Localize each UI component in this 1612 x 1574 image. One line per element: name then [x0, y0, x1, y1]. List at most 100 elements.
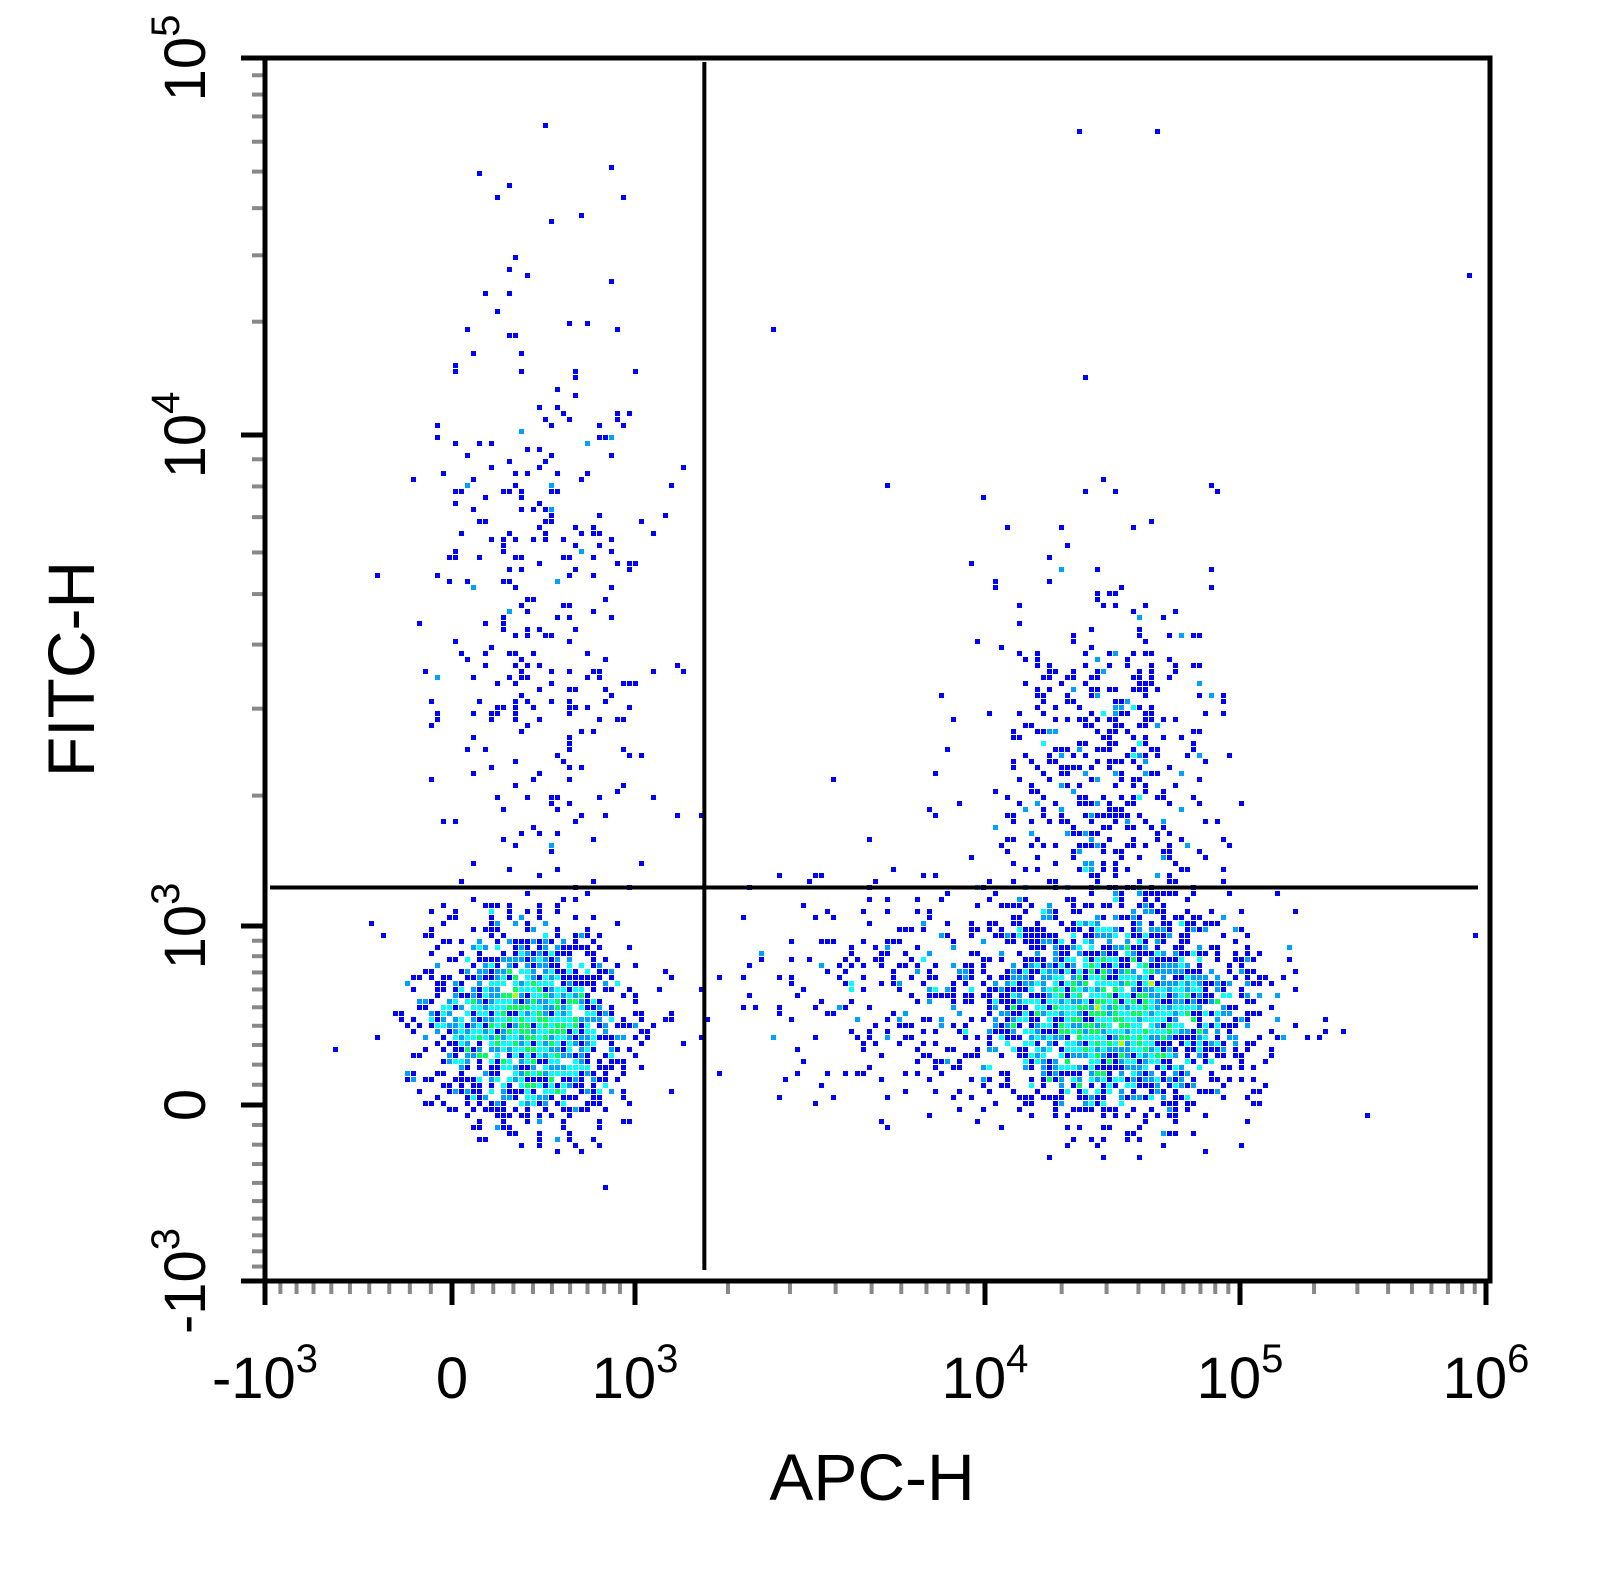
event-dot	[579, 213, 584, 218]
event-dot	[447, 1053, 452, 1058]
event-dot	[819, 999, 824, 1004]
event-dot	[591, 1005, 596, 1010]
event-dot	[999, 987, 1004, 992]
event-dot	[1047, 675, 1052, 680]
event-dot	[537, 1101, 542, 1106]
event-dot	[555, 1059, 560, 1064]
event-dot	[537, 1059, 542, 1064]
event-dot	[1113, 1077, 1118, 1082]
event-dot	[585, 1089, 590, 1094]
event-dot	[543, 1047, 548, 1052]
event-dot	[855, 957, 860, 962]
event-dot	[501, 627, 506, 632]
event-dot	[1107, 807, 1112, 812]
event-dot	[1089, 801, 1094, 806]
event-dot	[915, 963, 920, 968]
event-dot	[519, 351, 524, 356]
event-dot	[1185, 1095, 1190, 1100]
event-dot	[1185, 1101, 1190, 1106]
event-dot	[501, 621, 506, 626]
event-dot	[969, 987, 974, 992]
event-dot	[1047, 993, 1052, 998]
event-dot	[861, 975, 866, 980]
event-dot	[1125, 1113, 1130, 1118]
event-dot	[1155, 951, 1160, 956]
event-dot	[1167, 1107, 1172, 1112]
event-dot	[423, 969, 428, 974]
event-dot	[423, 999, 428, 1004]
event-dot	[465, 1101, 470, 1106]
event-dot	[1065, 717, 1070, 722]
event-dot	[1149, 663, 1154, 668]
event-dot	[609, 1065, 614, 1070]
event-dot	[1137, 927, 1142, 932]
event-dot	[561, 993, 566, 998]
y-axis-title: FITC-H	[34, 561, 108, 777]
event-dot	[1269, 1029, 1274, 1034]
event-dot	[1095, 915, 1100, 920]
event-dot	[561, 897, 566, 902]
event-dot	[1227, 753, 1232, 758]
event-dot	[1107, 825, 1112, 830]
event-dot	[567, 1005, 572, 1010]
event-dot	[1125, 711, 1130, 716]
event-dot	[1095, 975, 1100, 980]
event-dot	[393, 1011, 398, 1016]
event-dot	[1467, 273, 1472, 278]
event-dot	[1221, 693, 1226, 698]
event-dot	[591, 1047, 596, 1052]
event-dot	[1179, 987, 1184, 992]
event-dot	[507, 609, 512, 614]
event-dot	[1083, 813, 1088, 818]
event-dot	[1131, 687, 1136, 692]
event-dot	[489, 963, 494, 968]
event-dot	[1149, 771, 1154, 776]
event-dot	[1113, 987, 1118, 992]
event-dot	[447, 1107, 452, 1112]
event-dot	[1125, 939, 1130, 944]
event-dot	[447, 975, 452, 980]
event-dot	[1191, 1011, 1196, 1016]
event-dot	[471, 1029, 476, 1034]
event-dot	[1131, 1047, 1136, 1052]
event-dot	[1275, 1035, 1280, 1040]
event-dot	[681, 465, 686, 470]
event-dot	[453, 1059, 458, 1064]
event-dot	[1233, 1017, 1238, 1022]
event-dot	[537, 1047, 542, 1052]
event-dot	[501, 837, 506, 842]
event-dot	[1203, 1011, 1208, 1016]
event-dot	[1083, 933, 1088, 938]
event-dot	[1005, 969, 1010, 974]
event-dot	[1131, 777, 1136, 782]
event-dot	[333, 1047, 338, 1052]
event-dot	[525, 1023, 530, 1028]
event-dot	[447, 555, 452, 560]
event-dot	[1077, 1053, 1082, 1058]
event-dot	[489, 1047, 494, 1052]
event-dot	[525, 921, 530, 926]
event-dot	[1065, 819, 1070, 824]
minor-ticks	[252, 73, 1477, 1294]
event-dot	[1131, 759, 1136, 764]
event-dot	[1119, 1017, 1124, 1022]
event-dot	[1083, 681, 1088, 686]
event-dot	[513, 705, 518, 710]
event-dot	[1119, 1053, 1124, 1058]
event-dot	[1059, 921, 1064, 926]
event-dot	[1155, 897, 1160, 902]
event-dot	[1173, 1023, 1178, 1028]
event-dot	[501, 549, 506, 554]
event-dot	[1107, 1041, 1112, 1046]
y-tick-label: 0	[153, 1089, 218, 1121]
event-dot	[1029, 933, 1034, 938]
event-dot	[519, 603, 524, 608]
event-dot	[459, 1065, 464, 1070]
event-dot	[1107, 687, 1112, 692]
event-dot	[495, 1071, 500, 1076]
event-dot	[1101, 927, 1106, 932]
event-dot	[531, 1101, 536, 1106]
event-dot	[525, 1029, 530, 1034]
event-dot	[549, 681, 554, 686]
event-dot	[1137, 891, 1142, 896]
